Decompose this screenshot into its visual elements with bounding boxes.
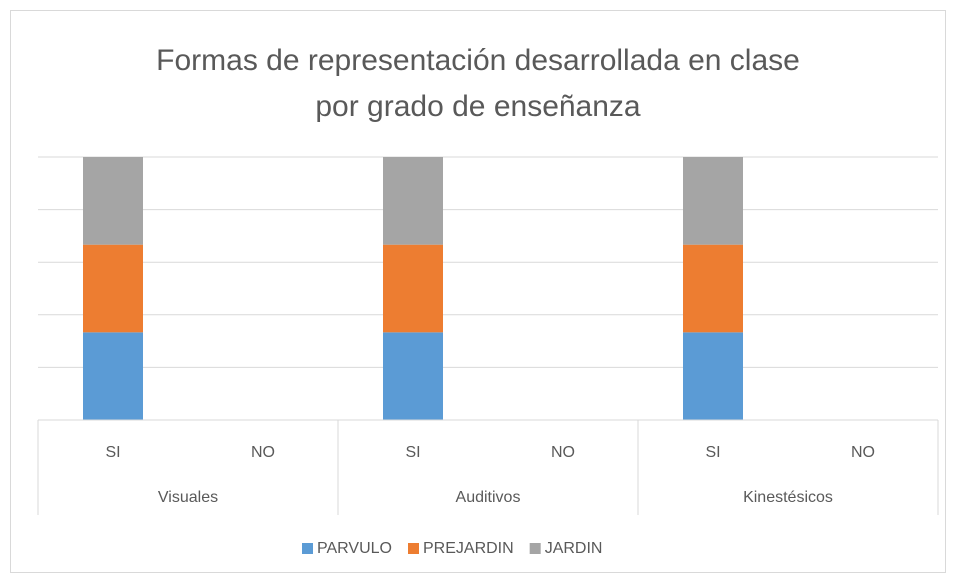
chart-title: Formas de representación desarrollada en… [156,44,800,77]
bar-segment [383,244,443,333]
x-tick-label: NO [851,444,875,461]
bar-segment [683,332,743,420]
bar-segment [83,332,143,420]
x-tick-label: NO [551,444,575,461]
x-tick-label: SI [705,444,720,461]
group-label: Visuales [158,489,218,506]
bar-segment [83,244,143,333]
legend-label: PARVULO [317,540,392,557]
legend-swatch [529,543,541,554]
bar-segment [683,157,743,245]
legend-label: JARDIN [545,540,603,557]
group-label: Kinestésicos [743,489,833,506]
legend-swatch [408,543,419,554]
x-tick-label: SI [405,444,420,461]
x-tick-label: SI [105,444,120,461]
bar-segment [83,157,143,245]
chart-title: por grado de enseñanza [315,90,641,123]
bar-segment [683,244,743,333]
legend-swatch [302,543,313,554]
legend-label: PREJARDIN [423,540,514,557]
bar-segment [383,157,443,245]
group-label: Auditivos [456,489,521,506]
x-tick-label: NO [251,444,275,461]
bar-segment [383,332,443,420]
chart-border [10,10,946,573]
